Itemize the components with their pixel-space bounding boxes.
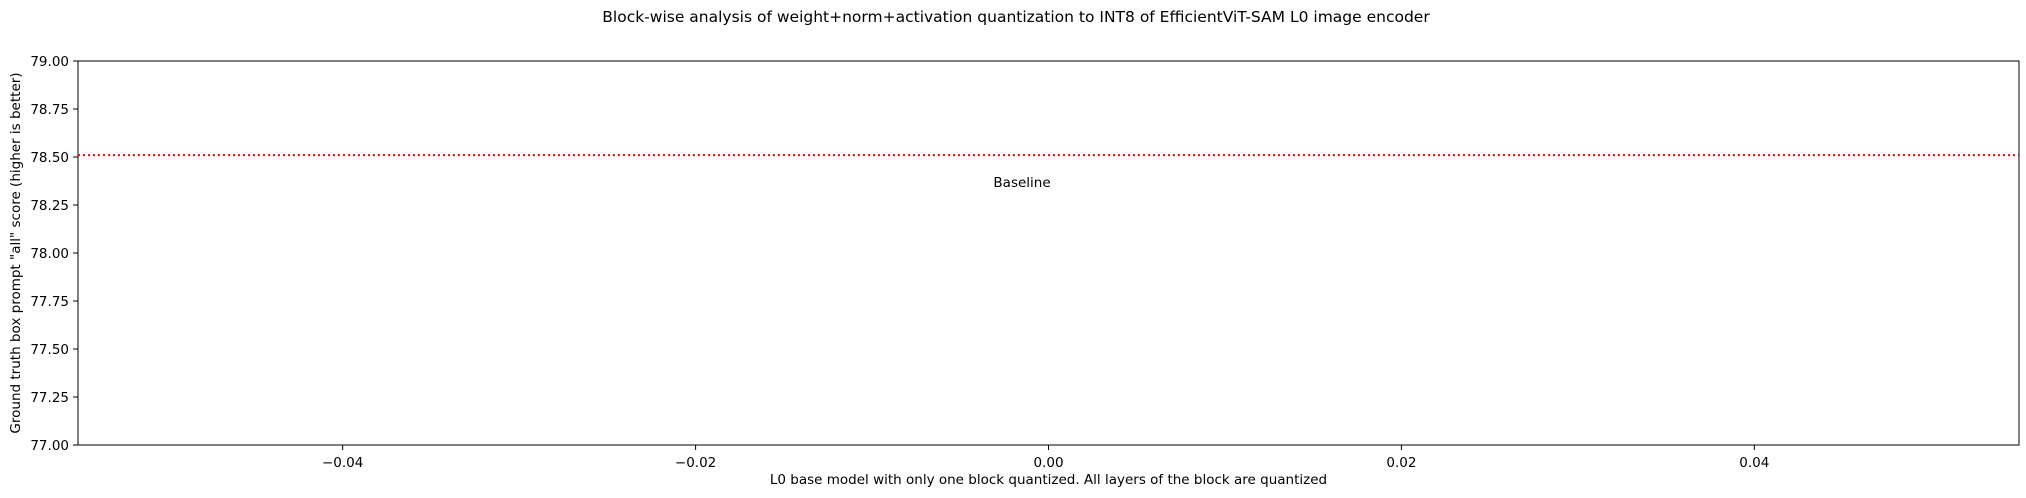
y-tick-label: 77.50 xyxy=(30,342,69,358)
y-tick-label: 78.25 xyxy=(30,198,69,214)
x-tick-label: 0.04 xyxy=(1739,455,1769,471)
y-tick-label: 77.75 xyxy=(30,294,69,310)
y-tick-label: 78.00 xyxy=(30,246,69,262)
y-tick-label: 77.25 xyxy=(30,390,69,406)
x-tick-label: 0.00 xyxy=(1033,455,1063,471)
x-tick-label: −0.02 xyxy=(675,455,716,471)
x-axis-label: L0 base model with only one block quanti… xyxy=(770,472,1327,488)
y-tick-label: 77.00 xyxy=(30,438,69,454)
x-tick-label: 0.02 xyxy=(1386,455,1416,471)
y-tick-label: 79.00 xyxy=(30,54,69,70)
baseline-annotation: Baseline xyxy=(993,175,1050,191)
x-tick-label: −0.04 xyxy=(322,455,363,471)
y-tick-label: 78.50 xyxy=(30,150,69,166)
chart-title: Block-wise analysis of weight+norm+activ… xyxy=(602,8,1430,26)
y-axis-ticks: 77.00 77.25 77.50 77.75 78.00 78.25 78.50 78.75… xyxy=(30,54,78,454)
y-tick-label: 78.75 xyxy=(30,102,69,118)
plot-area-frame xyxy=(77,60,2020,446)
annotations: Baseline xyxy=(993,175,1050,191)
y-axis-label: Ground truth box prompt "all" score (hig… xyxy=(8,72,24,433)
x-axis-ticks: −0.04 −0.02 0.00 0.02 0.04 xyxy=(322,445,1769,471)
